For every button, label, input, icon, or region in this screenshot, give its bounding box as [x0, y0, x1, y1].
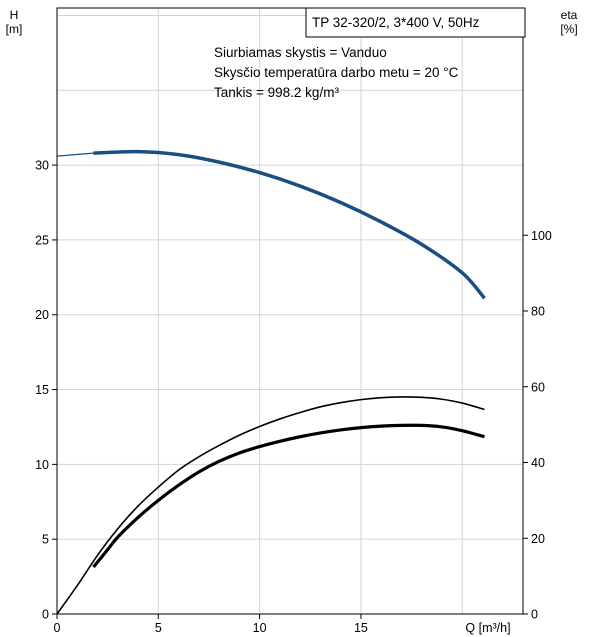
y-left-tick-label: 30 — [35, 159, 49, 173]
model-label-box — [305, 7, 526, 38]
model-label: TP 32-320/2, 3*400 V, 50Hz — [312, 15, 480, 30]
head-curve — [93, 149, 486, 300]
efficiency-curve-thick — [92, 423, 485, 569]
y-left-axis-title: H [m] — [6, 8, 23, 36]
y-right-tick-label: 0 — [531, 608, 538, 622]
y-right-tick-label: 60 — [531, 380, 545, 394]
x-tick-label: 0 — [54, 621, 61, 635]
y-left-label-symbol: H — [10, 8, 19, 22]
head-curve-extension — [56, 152, 94, 157]
y-right-tick-label: 80 — [531, 305, 545, 319]
x-tick-label: 10 — [253, 621, 267, 635]
y-right-label-unit: [%] — [560, 22, 577, 36]
y-right-tick-label: 100 — [531, 229, 552, 243]
y-left-tick-label: 0 — [42, 608, 49, 622]
performance-curves — [56, 149, 486, 615]
y-left-tick-label: 25 — [35, 233, 49, 247]
x-axis-label: Q [m³/h] — [465, 621, 510, 635]
y-left-tick-label: 5 — [42, 533, 49, 547]
info-line-density: Tankis = 998.2 kg/m³ — [214, 85, 339, 100]
y-right-tick-label: 20 — [531, 532, 545, 546]
info-line-liquid: Siurbiamas skystis = Vanduo — [214, 45, 387, 60]
info-box: TP 32-320/2, 3*400 V, 50Hz Siurbiamas sk… — [214, 7, 526, 100]
efficiency-curve-thin — [56, 396, 485, 615]
y-left-tick-label: 20 — [35, 308, 49, 322]
y-left-tick-label: 10 — [35, 458, 49, 472]
info-line-temperature: Skysčio temperatūra darbo metu = 20 °C — [214, 65, 459, 80]
y-right-tick-label: 40 — [531, 456, 545, 470]
x-tick-label: 5 — [155, 621, 162, 635]
x-tick-label: 15 — [354, 621, 368, 635]
axis-ticks: 0 5 10 15 0 5 10 15 20 25 30 0 20 40 60 80 100 — [35, 159, 552, 635]
grid-lines — [57, 8, 523, 614]
y-right-axis-title: eta [%] — [560, 8, 577, 36]
y-right-label-symbol: eta — [561, 8, 578, 22]
y-left-tick-label: 15 — [35, 383, 49, 397]
y-left-label-unit: [m] — [6, 22, 23, 36]
